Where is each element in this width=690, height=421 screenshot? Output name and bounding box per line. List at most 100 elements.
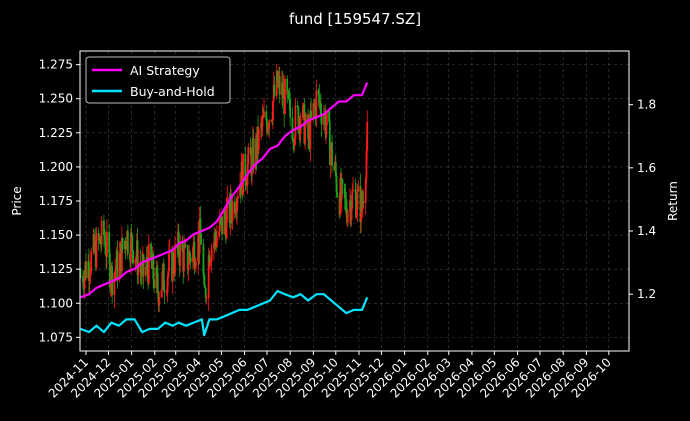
- price-candle: [120, 237, 123, 272]
- price-candle: [276, 71, 279, 86]
- price-candle: [331, 142, 333, 166]
- right-tick-label: 1.2: [637, 287, 656, 301]
- price-candle: [319, 102, 322, 116]
- price-candle: [236, 199, 238, 212]
- price-candle: [265, 111, 268, 121]
- price-candle: [82, 276, 84, 283]
- price-candle: [166, 278, 169, 293]
- price-candle: [118, 253, 121, 280]
- price-candle: [139, 262, 142, 273]
- price-candle: [223, 212, 226, 235]
- price-candle: [163, 290, 166, 293]
- left-tick-label: 1.250: [39, 92, 73, 106]
- left-tick-label: 1.275: [39, 58, 73, 72]
- price-candle: [88, 276, 91, 281]
- price-candle: [304, 114, 307, 126]
- price-candle: [144, 266, 147, 276]
- price-candle: [356, 190, 359, 210]
- price-candle: [129, 232, 132, 262]
- price-candle: [310, 110, 313, 118]
- price-candle: [189, 252, 191, 258]
- price-candle: [208, 255, 211, 266]
- price-candle: [334, 162, 337, 177]
- price-candle: [156, 267, 158, 274]
- left-tick-label: 1.175: [39, 194, 73, 208]
- price-candle: [103, 235, 106, 242]
- price-candle: [304, 125, 307, 144]
- price-candle: [324, 111, 327, 134]
- price-candle: [317, 90, 320, 95]
- price-candle: [315, 90, 318, 118]
- price-candle: [266, 126, 269, 133]
- price-candle: [296, 105, 299, 108]
- price-candle: [158, 297, 161, 306]
- price-candle: [168, 253, 170, 271]
- price-candle: [362, 201, 365, 204]
- price-candle: [287, 91, 290, 99]
- price-candle: [202, 244, 205, 276]
- price-candle: [328, 111, 330, 122]
- price-candle: [183, 247, 185, 272]
- price-candle: [147, 243, 150, 284]
- price-candle: [218, 231, 221, 237]
- price-candle: [113, 272, 116, 295]
- price-candle: [346, 211, 349, 223]
- series-lines: [80, 82, 369, 337]
- price-candle: [183, 244, 186, 248]
- left-axis: 1.075 1.100 1.125 1.150 1.175 1.200 1.225 1.250…: [39, 58, 80, 344]
- price-candle: [186, 245, 189, 271]
- price-candle: [106, 232, 108, 257]
- price-candle: [142, 254, 145, 276]
- price-candle: [322, 116, 325, 125]
- price-candle: [104, 241, 107, 255]
- price-candle: [174, 245, 176, 273]
- price-candle: [153, 279, 155, 289]
- price-candle: [361, 201, 364, 210]
- price-candle: [341, 179, 344, 184]
- price-candle: [165, 292, 168, 294]
- price-candle: [181, 241, 184, 252]
- price-candle: [130, 232, 133, 235]
- price-candle: [344, 197, 347, 200]
- chart-title: fund [159547.SZ]: [289, 10, 421, 28]
- price-candle: [221, 216, 224, 235]
- buy-and-hold-line: [80, 289, 369, 337]
- price-candle: [83, 273, 86, 289]
- price-candle: [161, 271, 164, 290]
- left-tick-label: 1.225: [39, 126, 73, 140]
- price-candle: [286, 78, 289, 95]
- price-candle: [162, 263, 165, 291]
- price-candle: [215, 236, 218, 247]
- price-candle: [244, 153, 247, 182]
- price-candle: [268, 120, 271, 129]
- price-candle: [365, 150, 368, 179]
- price-candle: [329, 150, 332, 165]
- price-candle: [205, 298, 208, 300]
- left-tick-label: 1.100: [39, 296, 73, 310]
- price-candle: [79, 276, 82, 277]
- right-axis-label: Return: [666, 181, 680, 221]
- price-candle: [90, 251, 93, 273]
- price-candle: [266, 120, 268, 133]
- price-candle: [301, 105, 304, 119]
- price-candle: [184, 244, 187, 246]
- price-candle: [263, 111, 265, 118]
- price-candle: [230, 193, 232, 213]
- price-candle: [193, 242, 196, 268]
- right-tick-label: 1.4: [637, 224, 656, 238]
- price-candle: [320, 115, 323, 125]
- price-candle: [109, 283, 112, 288]
- price-candle: [103, 220, 105, 236]
- price-candle: [100, 243, 102, 245]
- price-candle: [354, 189, 357, 192]
- left-tick-label: 1.125: [39, 262, 73, 276]
- price-candle: [289, 99, 292, 118]
- price-candle: [292, 140, 295, 142]
- price-candle: [336, 192, 339, 196]
- right-tick-label: 1.6: [637, 161, 656, 175]
- price-candle: [224, 212, 227, 221]
- left-axis-label: Price: [10, 186, 24, 215]
- price-candle: [345, 199, 348, 214]
- price-candles: [79, 63, 369, 313]
- price-candle: [124, 241, 127, 249]
